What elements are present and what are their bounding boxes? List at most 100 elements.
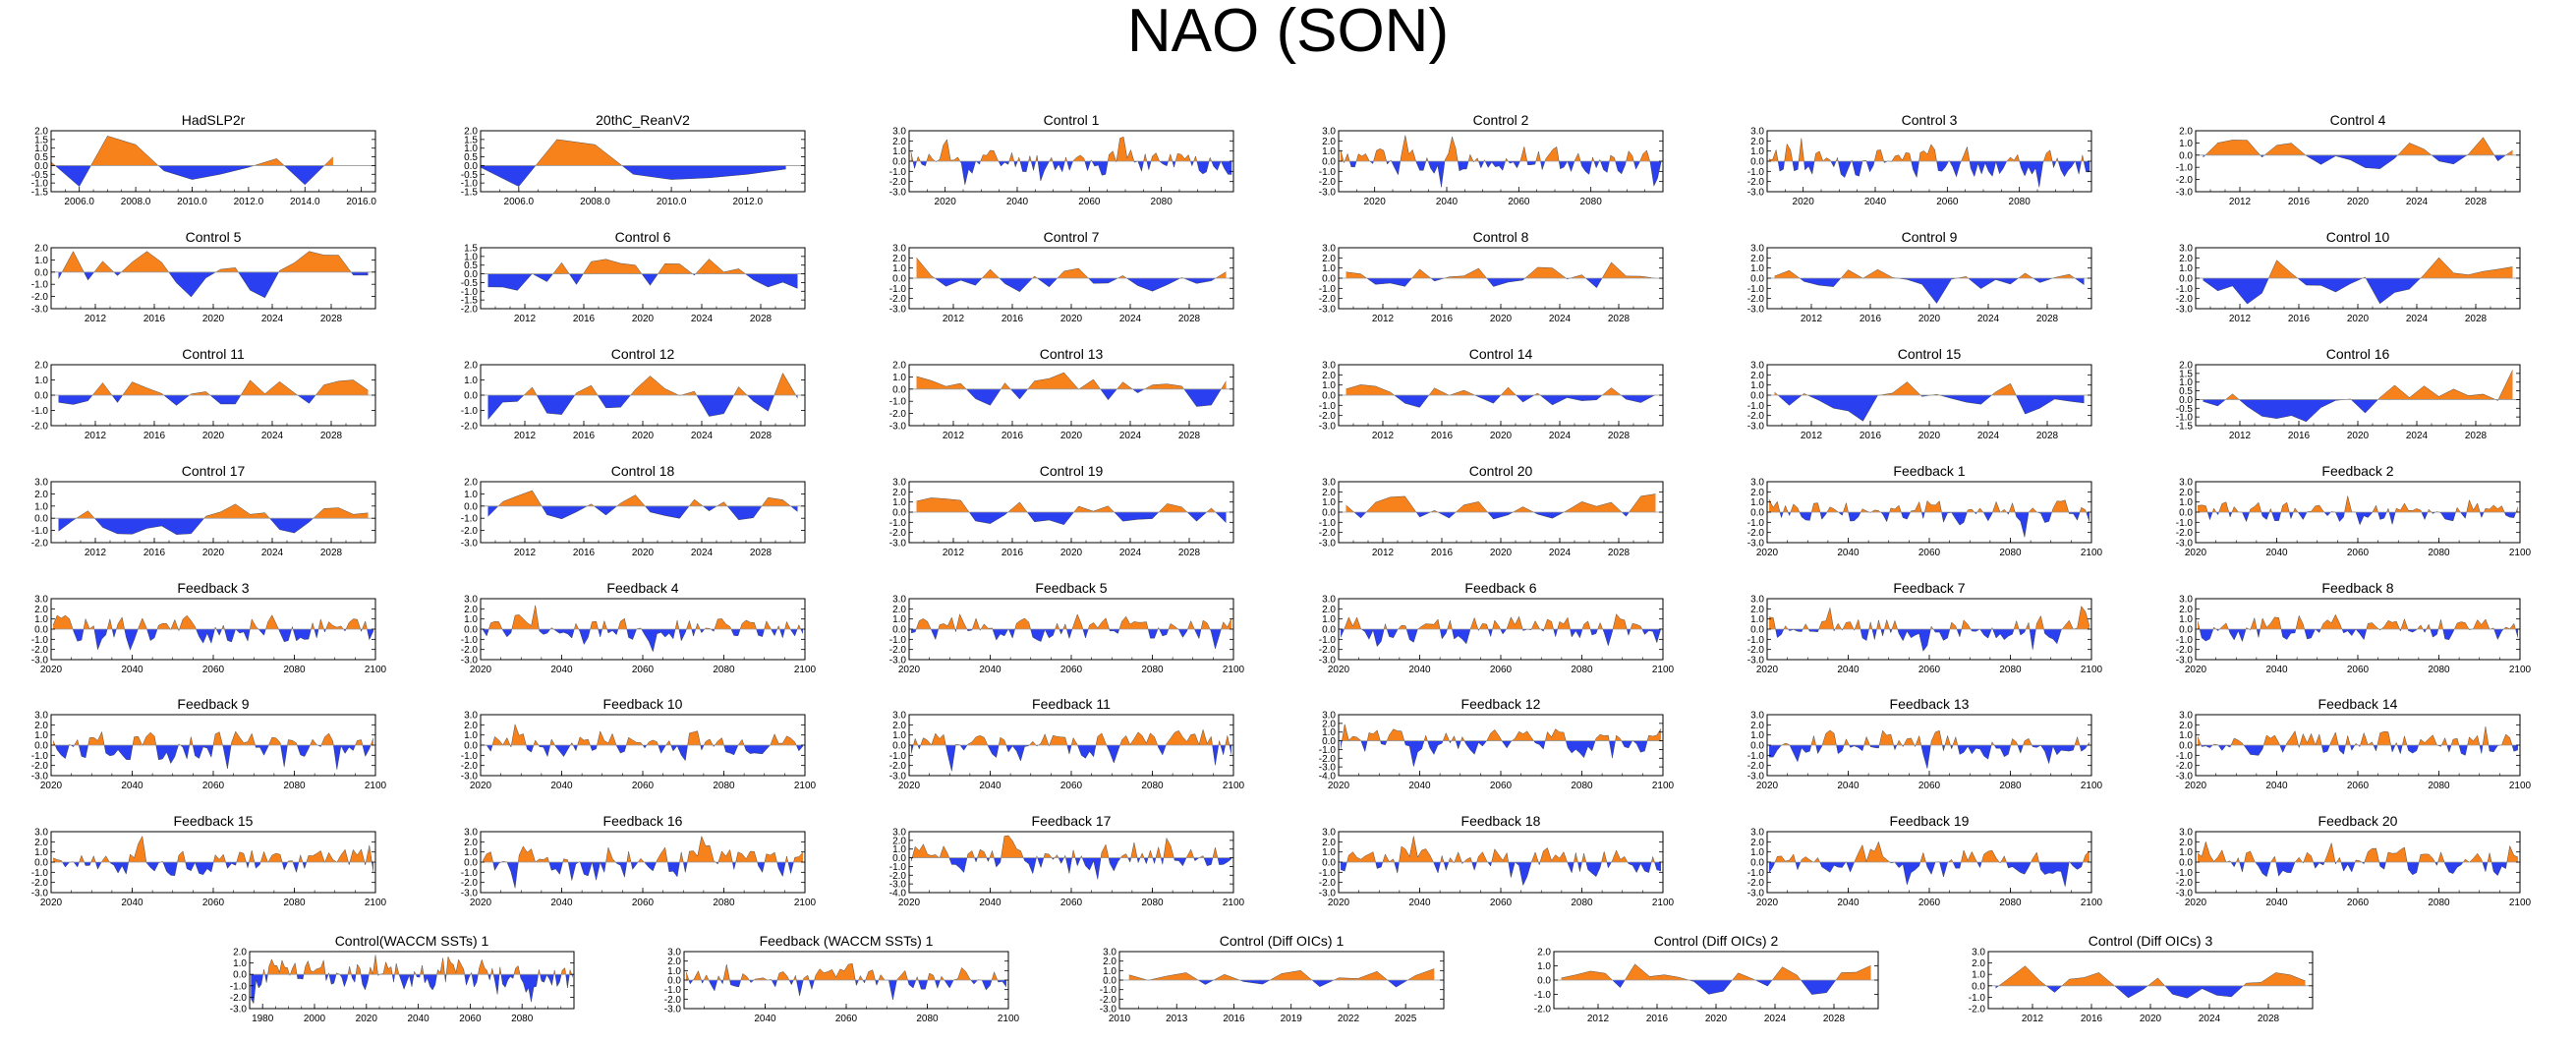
series-line [1561, 963, 1871, 995]
x-tick-label: 2080 [1141, 898, 1164, 908]
series-line [1769, 606, 2090, 652]
y-tick-label: -1.0 [1319, 635, 1337, 646]
negative-anomaly-area [1366, 278, 1656, 288]
y-tick-label: 0.5 [2179, 386, 2193, 397]
y-tick-label: 1.0 [34, 376, 48, 386]
series-line [487, 259, 798, 291]
x-tick-label: 2060 [2347, 781, 2370, 791]
panel-title: Feedback 9 [177, 696, 249, 712]
chart-panel: Control 11 -2.0 -1.0 0.0 1.0 2.0 2012 2016 2020 2… [31, 346, 376, 441]
x-tick-label: 2020 [1060, 314, 1083, 324]
y-tick-label: 1.0 [892, 373, 906, 383]
y-tick-label: -2.0 [461, 878, 479, 889]
x-tick-label: 2100 [365, 781, 387, 791]
y-tick-label: 3.0 [34, 711, 48, 722]
y-tick-label: -1.0 [31, 280, 49, 291]
series-line [1345, 384, 1656, 408]
x-tick-label: 2024 [1549, 314, 1572, 324]
y-tick-label: 2.0 [892, 488, 906, 498]
panel-title: Control 18 [611, 463, 675, 479]
series-line [916, 372, 1227, 407]
y-tick-label: 3.0 [2179, 595, 2193, 606]
x-tick-label: 2010 [1109, 1014, 1131, 1024]
series-line [1345, 493, 1656, 520]
x-tick-label: 2020 [1490, 314, 1513, 324]
series-line [251, 955, 573, 1005]
panel-title: Control (Diff OICs) 2 [1654, 933, 1779, 949]
x-tick-label: 2100 [1223, 898, 1245, 908]
chart-panel: Control 14 -3.0-2.0-1.00.01.02.03.0 2012 20… [1319, 346, 1664, 441]
y-tick-label: -2.0 [1747, 878, 1765, 889]
y-tick-label: 3.0 [1322, 361, 1336, 372]
y-tick-label: 2.0 [1972, 958, 1985, 969]
y-tick-label: -3.0 [1747, 772, 1765, 783]
negative-anomaly-area [251, 974, 573, 1004]
positive-anomaly-area [92, 379, 369, 395]
x-tick-label: 2100 [2509, 781, 2532, 791]
chart-panel: Control 1 -3.0-2.0-1.00.01.02.03.0 2020 204… [889, 112, 1234, 207]
y-tick-label: -1.0 [1319, 284, 1337, 295]
y-tick-label: -2.0 [1319, 411, 1337, 422]
y-tick-label: 0.0 [2179, 741, 2193, 752]
y-tick-label: 3.0 [892, 478, 906, 489]
positive-anomaly-area [910, 137, 1222, 161]
y-tick-label: 0.0 [1750, 625, 1764, 636]
x-tick-label: 2020 [898, 898, 921, 908]
series-line [916, 497, 1227, 525]
x-tick-label: 2024 [261, 431, 284, 441]
positive-anomaly-area [912, 835, 1218, 858]
x-tick-label: 2100 [794, 665, 817, 675]
negative-anomaly-area [2200, 629, 2518, 642]
y-tick-label: 0.0 [464, 501, 478, 512]
chart-panel: Feedback 6 -3.0-2.0-1.00.01.02.03.0 2020 20… [1319, 580, 1675, 675]
y-tick-label: -1.5 [31, 188, 49, 199]
x-tick-label: 2028 [1178, 431, 1201, 441]
series-line [1769, 729, 2090, 769]
y-tick-label: -1.0 [2176, 413, 2194, 424]
y-tick-label: 2.0 [1322, 371, 1336, 381]
y-tick-label: -2.0 [889, 761, 907, 772]
y-tick-label: -3.0 [1747, 188, 1765, 199]
chart-panel: Feedback 12 -4.0-3.0-2.0-1.00.01.02.03.0 2… [1319, 696, 1675, 791]
negative-anomaly-area [58, 271, 369, 298]
x-tick-label: 2100 [1652, 781, 1675, 791]
x-tick-label: 2020 [898, 665, 921, 675]
x-tick-label: 2020 [2185, 665, 2207, 675]
x-tick-label: 2040 [550, 898, 573, 908]
x-tick-label: 2040 [754, 1014, 776, 1024]
y-tick-label: -2.0 [1969, 1005, 1986, 1015]
series-line [1995, 965, 2306, 999]
x-tick-label: 2016 [143, 431, 166, 441]
y-tick-label: 0.0 [464, 161, 478, 172]
chart-panel: 20thC_ReanV2 -1.5-1.0-0.50.00.51.01.52.0 2… [461, 112, 806, 207]
y-tick-label: 2.0 [1750, 371, 1764, 381]
panel-title: Feedback 8 [2321, 580, 2393, 596]
x-tick-label: 2060 [1918, 781, 1941, 791]
y-tick-label: -1.0 [1319, 868, 1337, 879]
x-tick-label: 2020 [1328, 898, 1350, 908]
y-tick-label: 2.0 [2179, 721, 2193, 731]
chart-panel: Feedback 2 -3.0-2.0-1.00.01.02.03.0 2020 20… [2176, 463, 2532, 558]
x-tick-label: 2016 [2288, 431, 2311, 441]
y-tick-label: -2.0 [1534, 1005, 1552, 1015]
y-tick-label: 0.0 [34, 391, 48, 402]
y-tick-label: -3.0 [1319, 188, 1337, 199]
positive-anomaly-area [53, 614, 368, 629]
y-tick-label: 0.0 [34, 858, 48, 869]
y-tick-label: -1.0 [2176, 163, 2194, 174]
positive-anomaly-area [536, 139, 622, 166]
y-tick-label: 2.0 [1322, 137, 1336, 147]
series-line [58, 503, 369, 535]
y-tick-label: 1.0 [1750, 380, 1764, 391]
x-tick-label: 2060 [1078, 197, 1101, 207]
y-tick-label: -3.0 [31, 305, 49, 316]
x-tick-label: 2060 [1490, 781, 1513, 791]
negative-anomaly-area [487, 273, 798, 291]
x-tick-label: 2080 [2428, 548, 2450, 558]
negative-anomaly-area [73, 629, 373, 651]
panel-title: Feedback 12 [1461, 696, 1541, 712]
y-tick-label: 2.0 [464, 361, 478, 372]
positive-anomaly-area [916, 497, 1216, 512]
y-tick-label: 3.0 [2179, 828, 2193, 839]
positive-anomaly-area [2198, 726, 2512, 745]
